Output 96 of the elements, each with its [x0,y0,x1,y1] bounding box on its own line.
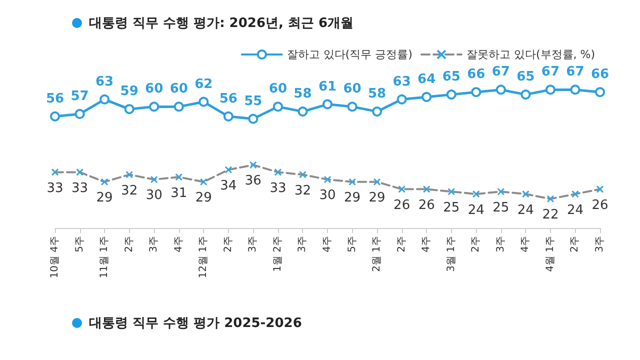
data-label: 33 [270,180,286,196]
x-tick-label: 4주 [173,236,184,252]
data-label: 26 [592,198,608,213]
text: 대통령 직무 수행 평가 2025-2026 [89,315,302,332]
data-label: 24 [566,202,584,218]
point [422,92,432,102]
data-label: 67 [541,64,560,80]
data-label: 33 [72,180,88,196]
point [322,99,332,110]
x-tick-label: 3월 1주 [446,236,457,272]
point [198,96,209,107]
point [248,114,258,124]
point [174,102,184,112]
x-tick-label: 1월 2주 [272,236,284,272]
x-tick-label: 12월 1주 [198,236,210,278]
point [471,87,482,98]
data-label: 30 [146,188,162,204]
data-label: 30 [319,188,336,204]
x-tick-label: 3주 [248,236,259,252]
data-label: 33 [46,180,64,196]
point [74,108,85,119]
point [570,84,580,95]
point [223,111,234,122]
point [347,102,358,112]
data-label: 63 [96,74,114,90]
x-tick-label: 11월 1주 [99,236,110,278]
data-label: 31 [170,186,188,201]
point [545,84,556,95]
data-label: 64 [418,72,436,87]
x-tick-label: 2주 [570,236,581,252]
x-tick-label: 3주 [148,236,160,252]
x-tick-label: 3주 [594,236,606,252]
data-label: 60 [170,82,188,97]
x-tick-label: 10월 4주 [50,236,60,278]
x-tick-label: 4월 1주 [544,236,556,272]
x-tick-label: 2월 1주 [372,236,383,272]
data-label: 67 [492,64,510,80]
point [50,111,60,122]
data-label: 22 [542,208,559,223]
data-label: 63 [392,74,411,90]
legend-label: 잘하고 있다(직무 긍정률) [286,48,412,61]
point [446,90,456,100]
point [595,87,605,98]
data-label: 56 [219,91,238,106]
x-tick-label: 5주 [346,236,358,252]
data-label: 65 [442,70,460,85]
data-label: 59 [120,84,138,100]
point [372,106,382,117]
data-label: 34 [220,178,237,194]
data-label: 58 [294,86,312,102]
point [100,94,110,104]
data-label: 58 [368,86,386,102]
data-label: 60 [268,82,287,97]
data-label: 29 [344,190,361,206]
x-tick-label: 4주 [520,236,532,252]
data-label: 24 [517,202,534,218]
data-label: 32 [121,183,138,198]
data-label: 55 [244,94,262,109]
x-tick-label: 2주 [124,236,135,252]
legend-label: 잘못하고 있다(부정률, %) [466,48,596,61]
data-label: 60 [343,82,362,97]
data-label: 25 [492,200,510,216]
data-label: 65 [516,70,535,85]
x-tick-label: 2주 [396,236,408,252]
data-label: 36 [244,174,262,189]
x-tick-label: 3주 [495,236,506,252]
data-label: 29 [368,190,386,206]
data-label: 66 [467,67,486,82]
data-label: 66 [590,67,610,82]
point [396,94,407,104]
x-tick-label: 2주 [470,236,482,252]
data-label: 57 [70,88,89,104]
data-label: 56 [46,91,64,106]
data-label: 62 [194,76,213,92]
data-label: 26 [418,198,435,213]
data-label: 61 [318,79,337,94]
point [298,106,308,117]
data-label: 60 [145,82,164,97]
x-tick-label: 4주 [421,236,432,252]
point [520,90,531,100]
data-label: 26 [394,198,410,213]
point [496,84,506,95]
data-label: 29 [195,190,212,206]
x-tick-label: 2주 [222,236,234,252]
data-label: 67 [566,64,584,80]
point [149,102,160,112]
data-label: 25 [443,200,460,216]
point [272,102,283,112]
data-label: 29 [96,190,113,206]
chart-title: 대통령 직무 수행 평가: 2026년, 최근 6개월 [89,15,354,32]
x-tick-label: 3주 [297,236,308,252]
data-label: 24 [468,202,484,218]
point [124,104,134,114]
x-tick-label: 5주 [74,236,86,252]
x-tick-label: 4주 [322,236,333,252]
data-label: 32 [294,183,311,198]
